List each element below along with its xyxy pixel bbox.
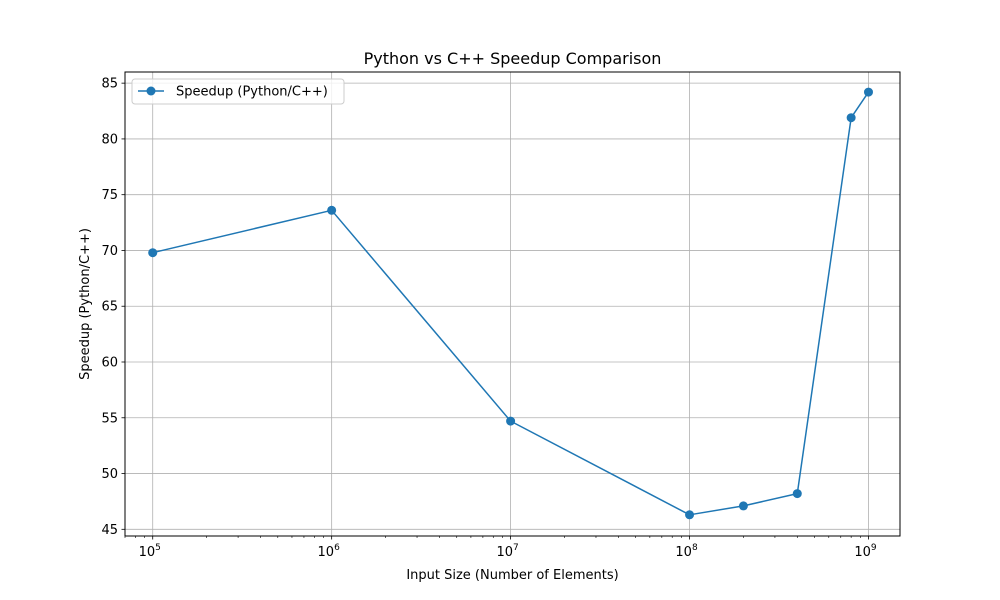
y-tick-label: 45 [101, 523, 118, 538]
legend-box [131, 78, 345, 105]
data-point [148, 248, 158, 258]
x-tick-label: 108 [675, 543, 698, 560]
data-point [846, 113, 856, 123]
data-point [863, 87, 873, 97]
y-tick-label: 50 [101, 467, 118, 482]
data-point [506, 416, 516, 426]
y-axis-label: Speedup (Python/C++) [78, 228, 93, 380]
x-axis-label: Input Size (Number of Elements) [406, 568, 618, 583]
x-tick-label: 105 [139, 543, 161, 560]
data-point [738, 501, 748, 511]
y-tick-label: 60 [101, 356, 118, 371]
chart-title: Python vs C++ Speedup Comparison [364, 49, 662, 68]
series-layer [148, 87, 873, 520]
y-tick-label: 55 [101, 411, 118, 426]
x-tick-label: 109 [854, 543, 877, 560]
legend-label: Speedup (Python/C++) [176, 85, 328, 100]
series-line [152, 91, 870, 516]
plot-frame [124, 71, 901, 537]
data-point [327, 205, 337, 215]
x-tick-label: 106 [318, 543, 341, 560]
y-tick-label: 75 [101, 188, 118, 203]
y-tick-label: 70 [101, 244, 118, 259]
legend-point-marker [146, 86, 156, 96]
data-point [685, 510, 695, 520]
y-tick-label: 85 [101, 77, 118, 92]
tick-layer: 105 106 107 108 109 45 50 55 60 65 70 75 80 85 [101, 77, 876, 560]
data-point [792, 489, 802, 499]
y-tick-label: 65 [101, 300, 118, 315]
x-tick-label: 107 [496, 543, 518, 560]
grid-lines [125, 72, 900, 536]
y-tick-label: 80 [101, 132, 118, 147]
legend: Speedup (Python/C++) [131, 78, 345, 105]
